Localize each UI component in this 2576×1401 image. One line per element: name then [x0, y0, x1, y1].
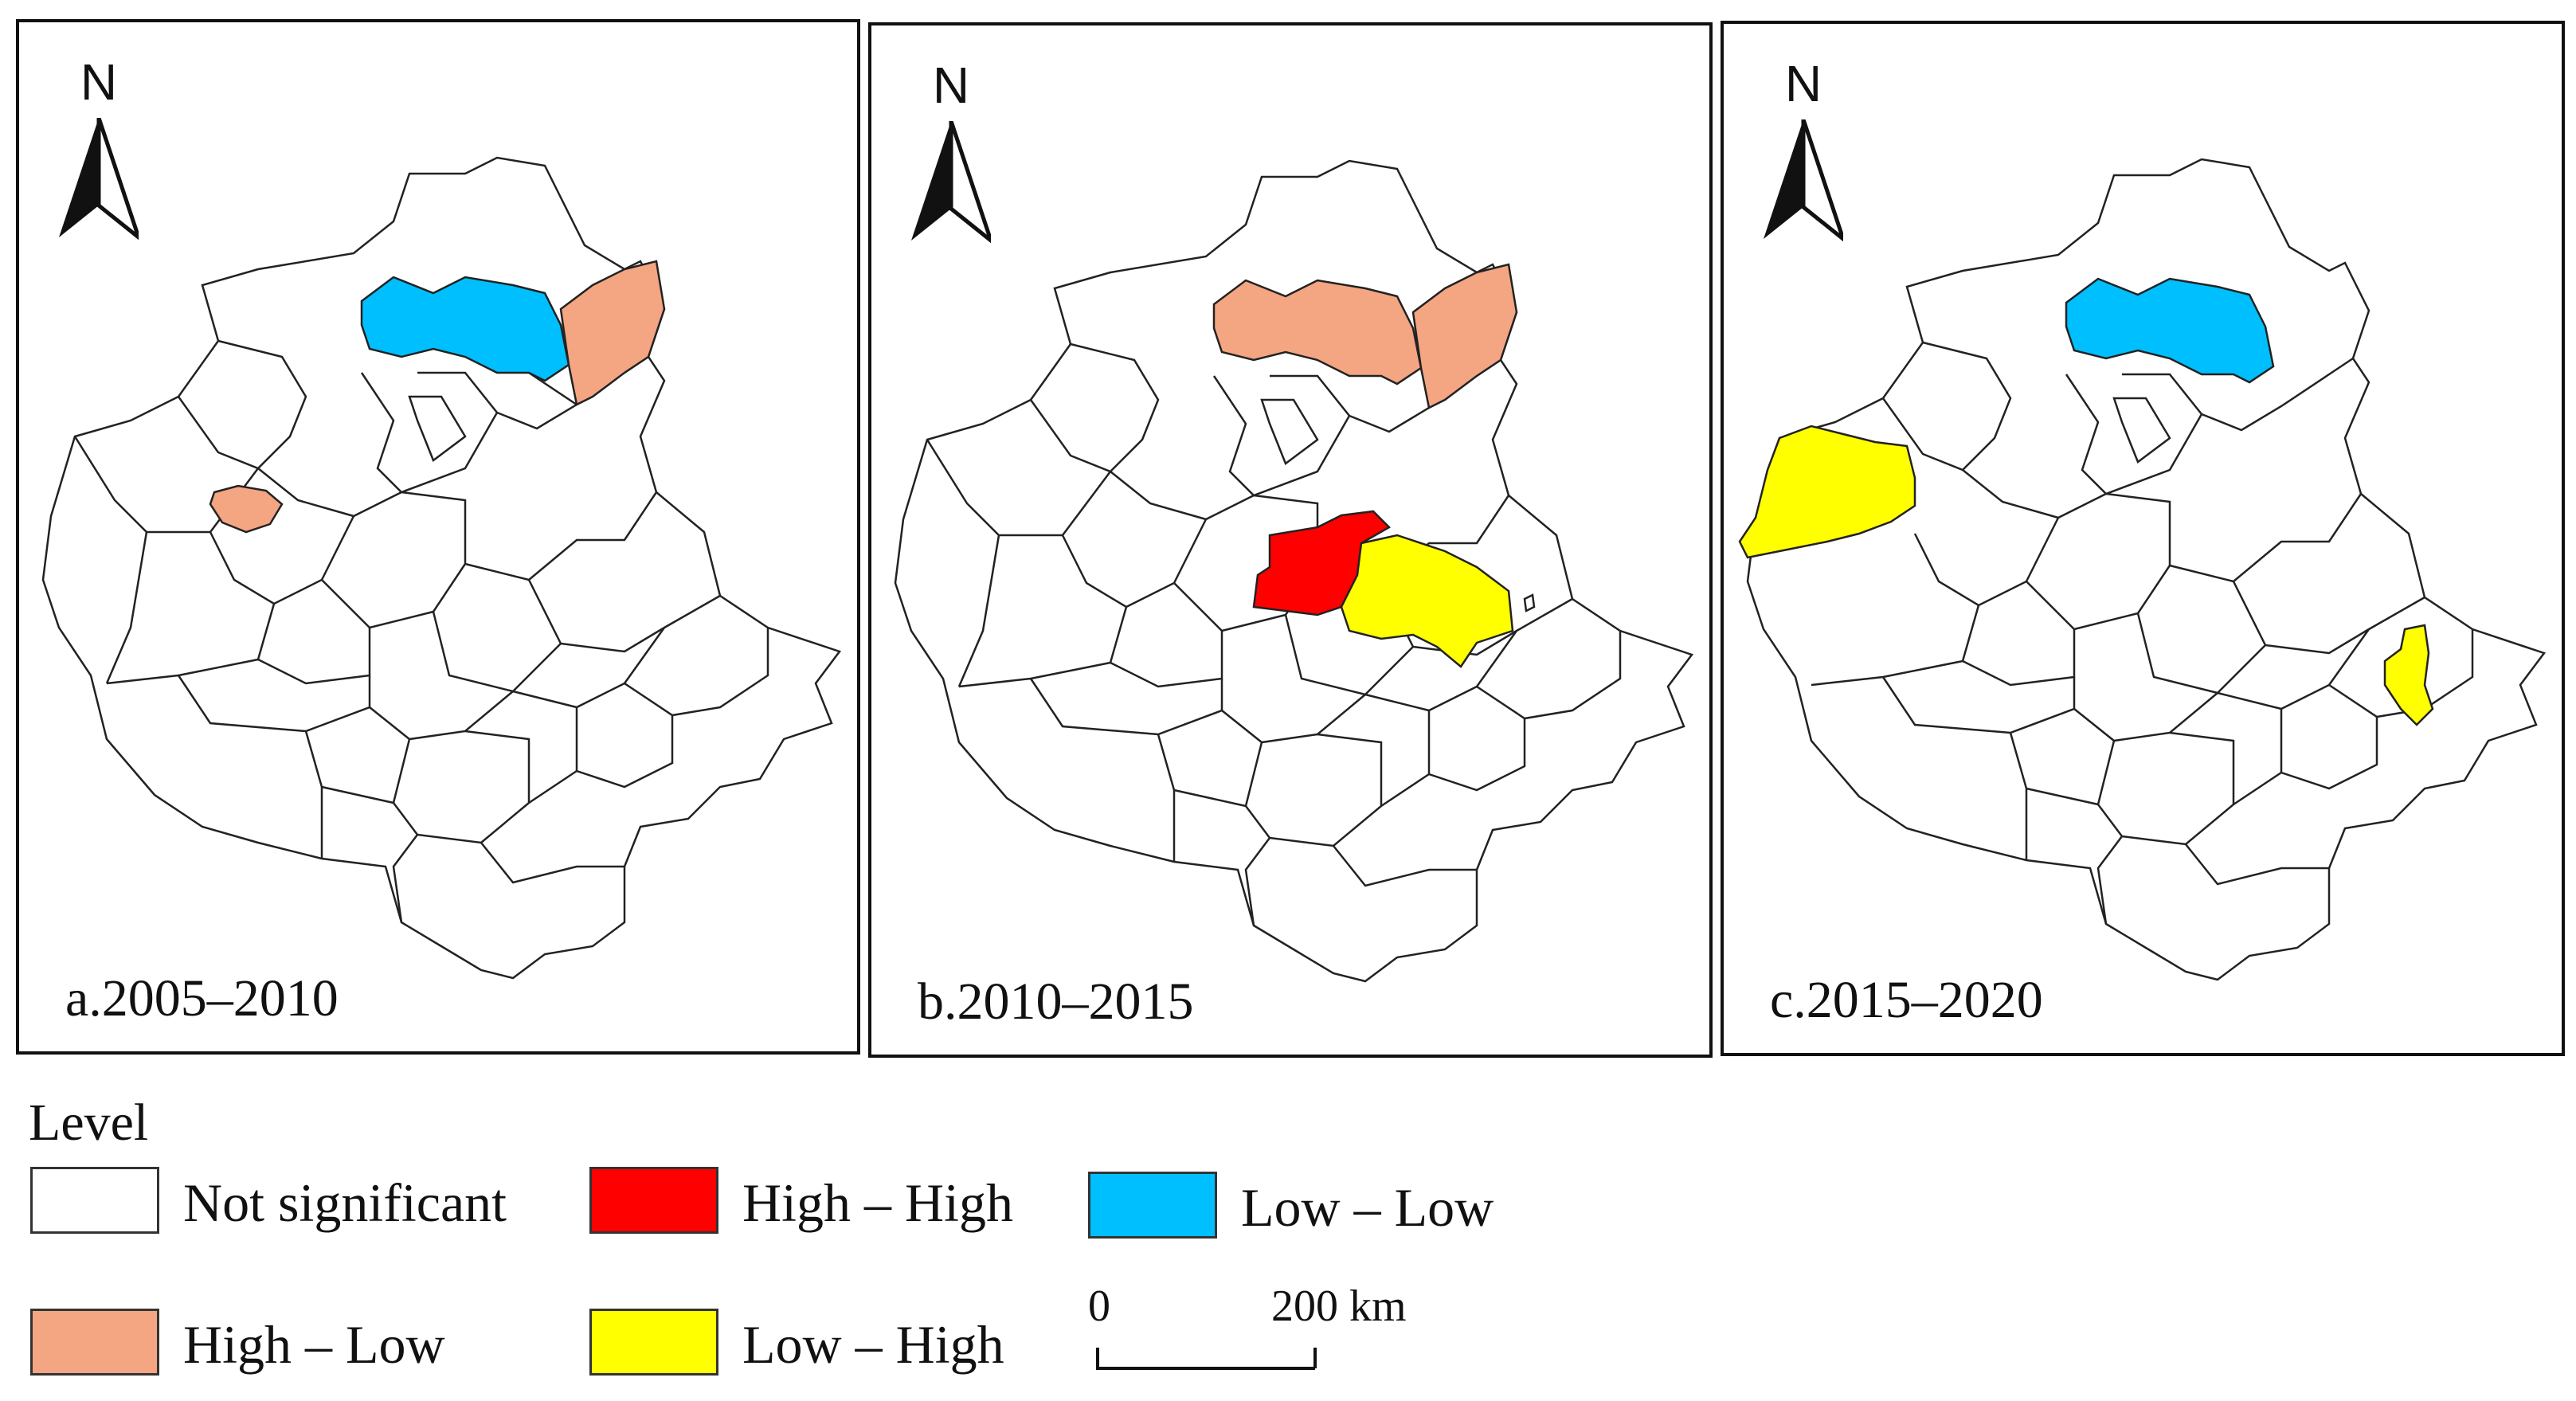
scale-line	[1096, 1367, 1315, 1370]
legend-label: Not significant	[183, 1172, 507, 1233]
scale-end-label: 200 km	[1271, 1282, 1407, 1331]
region-north-central	[360, 276, 570, 382]
map-panel-c: N	[1721, 21, 2565, 1056]
legend-swatch	[30, 1309, 159, 1376]
district-boundaries	[1746, 158, 2547, 981]
legend-label: Low – High	[742, 1314, 1004, 1375]
legend-title: Level	[29, 1094, 149, 1152]
north-arrow: N	[43, 53, 162, 260]
legend-swatch	[1088, 1172, 1217, 1239]
region-islet	[1523, 593, 1536, 612]
region-outline	[1746, 158, 2547, 981]
region-center-east	[1340, 534, 1514, 668]
legend-label: High – High	[742, 1172, 1013, 1233]
north-label: N	[80, 53, 118, 111]
map-a	[41, 156, 842, 980]
scale-tick-end	[1313, 1348, 1317, 1368]
north-arrow-icon	[59, 118, 139, 241]
map-c	[1738, 158, 2547, 981]
legend-label: Low – Low	[1241, 1177, 1494, 1238]
region-outline	[41, 156, 842, 980]
highlighted-regions	[1738, 277, 2434, 726]
legend-swatch	[30, 1167, 159, 1234]
region-east-small	[2383, 624, 2434, 726]
region-north-central	[2065, 277, 2275, 384]
region-outline	[894, 159, 1694, 983]
panel-label-b: b.2010–2015	[918, 972, 1194, 1031]
region-north-east	[559, 260, 666, 406]
north-label: N	[1784, 55, 1822, 112]
north-arrow: N	[895, 56, 1015, 263]
panel-label-c: c.2015–2020	[1770, 971, 2043, 1029]
legend-label: High – Low	[183, 1314, 445, 1375]
scale-start-label: 0	[1088, 1282, 1110, 1331]
highlighted-regions	[209, 260, 666, 534]
highlighted-regions	[1212, 263, 1536, 668]
map-panel-b: N	[868, 22, 1713, 1058]
region-west	[1738, 425, 1916, 559]
north-arrow-icon	[911, 121, 991, 244]
map-panel-a: N	[16, 19, 860, 1055]
region-north-central	[1212, 279, 1423, 385]
region-north-east	[1411, 263, 1518, 409]
panel-label-a: a.2005–2010	[65, 969, 339, 1027]
scale-tick-start	[1096, 1348, 1099, 1368]
legend-swatch	[589, 1167, 718, 1234]
scale-bar: 0 200 km	[1088, 1281, 1407, 1376]
region-west-small	[209, 484, 284, 534]
north-label: N	[932, 57, 970, 114]
map-b	[894, 159, 1694, 983]
legend-swatch	[589, 1309, 718, 1376]
north-arrow: N	[1748, 54, 1867, 261]
district-boundaries	[41, 156, 842, 980]
north-arrow-icon	[1764, 119, 1843, 242]
